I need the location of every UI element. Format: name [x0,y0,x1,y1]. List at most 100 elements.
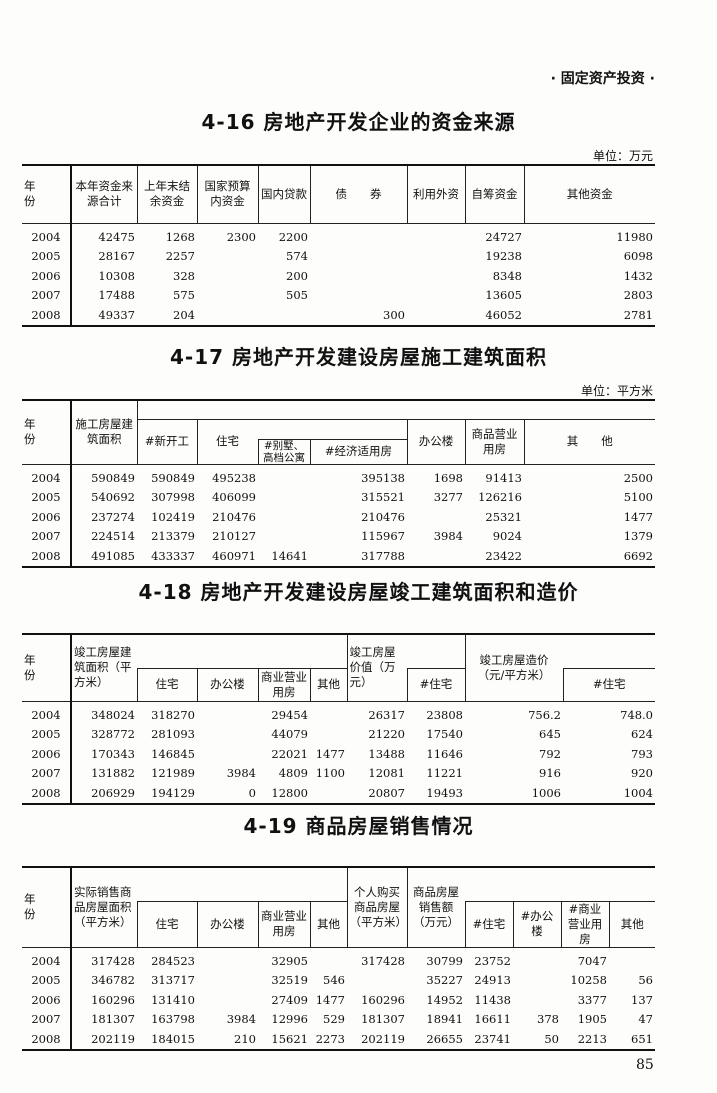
header-individual: 个人购买商品房屋（平方米） [346,867,407,948]
header-spacer [407,634,465,669]
header-sales-other: 其他 [608,901,655,948]
header-sales-office: #办公楼 [512,901,561,948]
header-state-budget: 国家预算内资金 [196,165,258,224]
table-cell [197,247,258,267]
header-commercial: 商品营业用房 [464,419,524,465]
table-cell [609,947,655,971]
table-cell: 11438 [474,992,511,1007]
table-cell: 29454 [271,707,308,722]
header-housing: 住宅 [136,901,197,948]
header-value-housing: #住宅 [406,668,465,702]
header-commercial: 商业营业用房 [257,668,310,702]
table-cell: 102419 [151,509,195,524]
table-cell: 4809 [278,766,308,781]
header-spacer [465,867,655,902]
header-value: 竣工房屋价值（万元） [346,634,407,702]
header-spacer [563,634,655,669]
table-cell: 181307 [361,1012,405,1027]
table-cell [513,947,561,971]
table-row: 2004 317428 284523 32905 317428 30799 23752 704… [22,947,655,971]
table-cell: 12800 [271,785,308,800]
table-title-4-19: 4-19 商品房屋销售情况 [243,814,474,838]
header-self-raised: 自筹资金 [464,165,524,224]
table-row: 2005 346782 313717 32519 546 35227 24913 10258 5… [22,971,655,991]
table-cell [310,784,347,805]
table-cell: 460971 [212,548,256,563]
table-cell: 575 [173,288,195,303]
table-cell: 546 [323,973,345,988]
table-cell: 406099 [212,490,256,505]
table-cell: 1006 [531,785,561,800]
table-row: 2005 28167 2257 574 19238 6098 [22,247,655,267]
header-domestic-loans: 国内贷款 [257,165,310,224]
table-cell: 3277 [433,490,463,505]
header-other: 其他 [309,668,347,702]
table-cell [310,725,347,745]
table-cell: 317428 [91,953,135,968]
table-cell: 2500 [623,470,654,485]
table-cell: 49337 [98,307,135,322]
table-cell: 12996 [271,1012,308,1027]
header-affordable: #经济适用房 [309,439,407,465]
table-cell [197,971,258,991]
table-cell: 19493 [426,785,463,800]
header-year: 年 份 [22,867,72,948]
table-cell: 2257 [165,249,195,264]
table-cell [513,971,561,991]
table-cell [310,286,407,306]
table-cell: 284523 [151,953,195,968]
table-cell: 56 [638,973,653,988]
table-cell: 194129 [151,785,195,800]
row-year: 2008 [22,1029,72,1050]
table-cell [310,267,407,287]
header-area: 实际销售商品房屋面积（平方米） [70,867,137,948]
table-cell: 210476 [212,509,256,524]
table-cell: 23422 [485,548,522,563]
header-area: 竣工房屋建筑面积（平方米） [70,634,137,702]
table-cell: 9024 [492,529,522,544]
header-new: #新开工 [136,419,197,465]
table-cell [258,527,310,547]
table-cell: 47 [638,1012,653,1027]
table-cell [197,286,258,306]
row-year: 2005 [22,725,72,745]
table-title-4-18: 4-18 房地产开发建设房屋竣工建筑面积和造价 [138,580,579,604]
table-cell [407,286,465,306]
table-cell: 1905 [577,1012,607,1027]
table-cell: 916 [539,766,561,781]
table-cell [513,991,561,1011]
table-4-16: 年 份 本年资金来源合计 上年末结余资金 国家预算内资金 国内贷款 债 券 利用… [22,164,655,327]
table-cell: 18941 [426,1012,463,1027]
table-cell [197,725,258,745]
table-row: 2004 590849 590849 495238 395138 1698 91413 250… [22,464,655,488]
row-year: 2008 [22,305,72,326]
table-cell: 793 [631,746,653,761]
table-cell: 224514 [91,529,135,544]
table-cell: 348024 [91,707,135,722]
table-cell: 32905 [271,953,308,968]
row-year: 2006 [22,266,72,286]
table-row: 2006 170343 146845 22021 1477 13488 11646 792 79… [22,744,655,764]
table-cell: 1100 [315,766,345,781]
table-cell: 645 [539,727,561,742]
table-title-4-17: 4-17 房地产开发建设房屋施工建筑面积 [169,345,547,369]
table-cell: 14641 [271,548,308,563]
table-cell: 748.0 [620,707,653,722]
table-cell: 313717 [151,973,195,988]
table-cell: 91413 [485,470,522,485]
table-cell: 206929 [91,785,135,800]
table-cell: 23741 [474,1031,511,1046]
table-cell: 210 [234,1031,256,1046]
table-cell: 213379 [151,529,195,544]
table-row: 2007 17488 575 505 13605 2803 [22,286,655,306]
table-cell [258,488,310,508]
table-4-19: 年 份 实际销售商品房屋面积（平方米） 个人购买商品房屋（平方米） 商品房屋销售… [22,866,655,1051]
row-year: 2007 [22,527,72,547]
table-cell [347,971,407,991]
header-sales-housing: #住宅 [464,901,513,948]
table-cell: 131882 [91,766,135,781]
table-row: 2004 42475 1268 2300 2200 24727 11980 [22,223,655,247]
table-cell: 210127 [212,529,256,544]
table-cell: 16611 [474,1012,511,1027]
table-cell: 28167 [98,249,135,264]
